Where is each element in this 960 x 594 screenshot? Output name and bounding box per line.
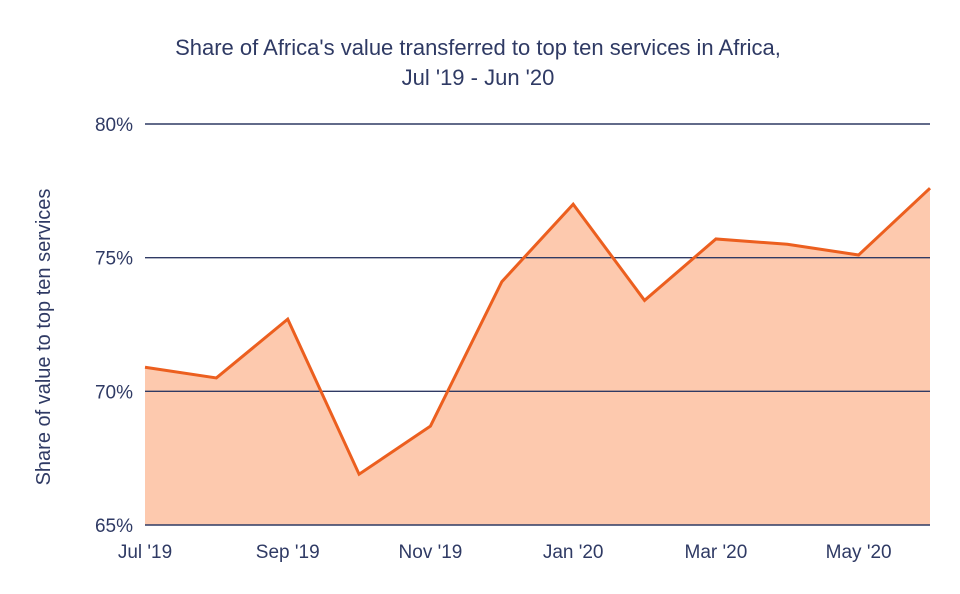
x-tick-label: Jan '20: [543, 542, 604, 563]
y-axis-label: Share of value to top ten services: [33, 189, 55, 486]
chart-title: Share of Africa's value transferred to t…: [175, 35, 781, 60]
series-area: [145, 188, 930, 525]
x-tick-label: May '20: [826, 542, 892, 563]
y-tick-label: 65%: [95, 516, 133, 537]
x-tick-label: Jul '19: [118, 542, 172, 563]
x-tick-label: Nov '19: [399, 542, 463, 563]
y-tick-label: 75%: [95, 249, 133, 270]
plot-area: 65% 70% 75% 80% Jul '19 Sep '19 Nov '19 Jan '20…: [95, 115, 932, 563]
chart-subtitle: Jul '19 - Jun '20: [402, 65, 555, 90]
x-tick-label: Sep '19: [256, 542, 320, 563]
series-line: [144, 187, 932, 477]
y-tick-label: 80%: [95, 115, 133, 136]
x-tick-label: Mar '20: [685, 542, 748, 563]
y-tick-label: 70%: [95, 382, 133, 403]
